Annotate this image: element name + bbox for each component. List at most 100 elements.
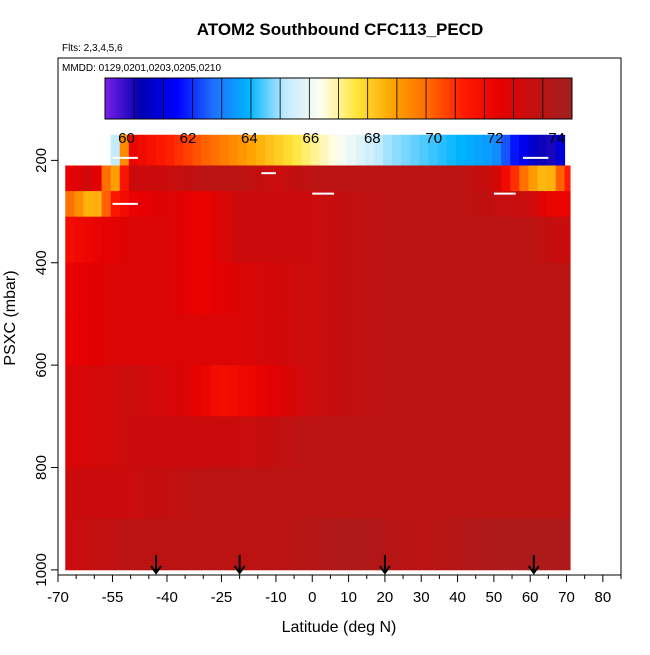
heatmap-cell: [237, 313, 248, 366]
heatmap-cell: [328, 216, 339, 264]
heatmap-cell: [210, 416, 221, 468]
heatmap-cell: [374, 467, 384, 520]
heatmap-cell: [410, 365, 420, 417]
heatmap-cell: [455, 416, 466, 468]
heatmap-cell: [337, 216, 348, 264]
heatmap-cell: [274, 191, 284, 218]
heatmap-cell: [564, 416, 571, 468]
heatmap-cell: [74, 216, 84, 264]
heatmap-cell: [546, 262, 557, 315]
heatmap-cell: [128, 216, 139, 264]
heatmap-cell: [246, 134, 257, 166]
heatmap-cell: [283, 416, 293, 468]
heatmap-cell: [428, 313, 438, 366]
heatmap-cell: [83, 467, 93, 520]
x-axis-label: Latitude (deg N): [282, 619, 397, 636]
heatmap-cell: [392, 262, 402, 315]
heatmap-cell: [74, 313, 84, 366]
heatmap-cell: [446, 262, 457, 315]
heatmap-cell: [137, 416, 148, 468]
heatmap-cell: [401, 365, 411, 417]
heatmap-cell: [274, 262, 284, 315]
heatmap-cell: [101, 216, 112, 264]
colorbar-tick-lines: [133, 78, 544, 119]
heatmap-cell: [510, 216, 520, 264]
heatmap-cell: [392, 416, 402, 468]
heatmap-cell: [464, 416, 475, 468]
heatmap-cell: [201, 134, 211, 166]
heatmap-cell: [283, 262, 293, 315]
x-tick-label: 20: [377, 589, 394, 606]
heatmap-cell: [110, 216, 121, 264]
heatmap-cell: [446, 313, 457, 366]
heatmap-cell: [528, 518, 538, 571]
heatmap-cell: [110, 134, 121, 166]
heatmap-cell: [346, 467, 357, 520]
heatmap-cell: [337, 365, 348, 417]
heatmap-cell: [473, 262, 484, 315]
heatmap-cell: [473, 365, 484, 417]
heatmap-cell: [101, 416, 112, 468]
heatmap-cell: [83, 518, 93, 571]
heatmap-cell: [219, 191, 230, 218]
heatmap-cell: [383, 365, 393, 417]
colorbar-tick-label: 62: [180, 130, 197, 147]
heatmap-cell: [546, 518, 557, 571]
chart-title: ATOM2 Southbound CFC113_PECD: [197, 20, 484, 39]
heatmap-cell: [274, 467, 284, 520]
heatmap-cell: [374, 518, 384, 571]
heatmap-cell: [428, 365, 438, 417]
heatmap-cell: [337, 313, 348, 366]
flights-note: Flts: 2,3,4,5,6: [62, 43, 123, 54]
heatmap-cell: [364, 216, 375, 264]
heatmap-cell: [101, 313, 112, 366]
heatmap-cell: [274, 165, 284, 192]
heatmap-cell: [310, 216, 320, 264]
heatmap-cell: [492, 165, 502, 192]
heatmap-cell: [419, 134, 429, 166]
heatmap-cell: [237, 416, 248, 468]
plot-frame: [57, 57, 622, 576]
colorbar-tick-label: 60: [118, 130, 135, 147]
heatmap-cell: [246, 313, 257, 366]
heatmap-cell: [237, 216, 248, 264]
heatmap-cell: [146, 191, 157, 218]
heatmap-cell: [555, 467, 566, 520]
heatmap-cell: [482, 467, 493, 520]
heatmap-cell: [337, 518, 348, 571]
heatmap-cell: [146, 262, 157, 315]
heatmap-cell: [165, 134, 175, 166]
heatmap-cell: [183, 165, 193, 192]
heatmap-cell: [110, 467, 121, 520]
heatmap-cell: [401, 467, 411, 520]
heatmap-cell: [110, 365, 121, 417]
heatmap-cell: [555, 313, 566, 366]
heatmap-cell: [501, 191, 511, 218]
heatmap-cell: [219, 165, 230, 192]
heatmap-cell: [128, 134, 139, 166]
heatmap-cell: [146, 165, 157, 192]
heatmap-cell: [128, 262, 139, 315]
heatmap-cell: [328, 134, 339, 166]
heatmap-cell: [255, 313, 266, 366]
heatmap-cell: [165, 467, 175, 520]
heatmap-cell: [501, 165, 511, 192]
heatmap-cell: [464, 365, 475, 417]
heatmap-cell: [546, 416, 557, 468]
heatmap-cell: [446, 518, 457, 571]
colorbar-tick-labels: 60 62 64 66 68 70 72 74: [118, 130, 565, 147]
heatmap-cell: [165, 216, 175, 264]
heatmap-cell: [346, 313, 357, 366]
heatmap-cell: [219, 313, 230, 366]
heatmap-cell: [201, 165, 211, 192]
heatmap-cell: [119, 365, 130, 417]
heatmap-cell: [482, 191, 493, 218]
heatmap-cell: [156, 365, 166, 417]
heatmap-cell: [246, 365, 257, 417]
colorbar-tick-label: 64: [241, 130, 258, 147]
heatmap-cell: [355, 313, 366, 366]
heatmap-cell: [519, 191, 529, 218]
heatmap-cell: [364, 134, 375, 166]
heatmap-cell: [255, 191, 266, 218]
heatmap-cell: [192, 467, 202, 520]
